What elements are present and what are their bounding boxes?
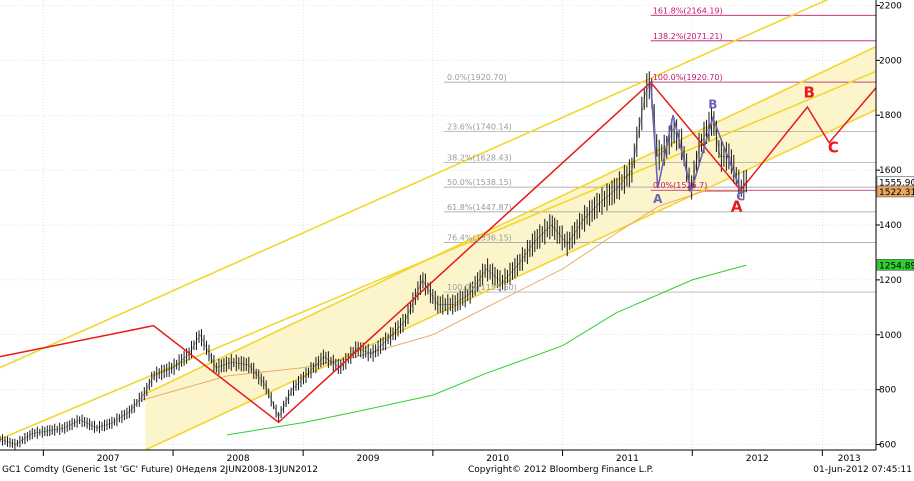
price-tag-box [876, 185, 914, 198]
x-tick-label: 2011 [616, 454, 639, 464]
y-tick-label: 1800 [879, 111, 902, 121]
fib-label-up: 138.2%(2071.21) [653, 32, 723, 41]
price-tag-label: 1555.90 [879, 179, 914, 189]
x-tick-label: 2009 [357, 454, 380, 464]
moving-average-slow [227, 264, 747, 436]
wave-abc-small [649, 82, 742, 195]
wave-label-big: A [731, 197, 743, 215]
wave-label-small: A [653, 192, 663, 206]
footer-center: Copyright© 2012 Bloomberg Finance L.P. [468, 465, 653, 475]
moving-average-fast [140, 191, 747, 402]
y-tick-label: 1400 [879, 221, 902, 231]
fib-label-up: 100.0%(1920.70) [653, 73, 723, 82]
fib-label-up: 161.8%(2164.19) [653, 6, 723, 15]
moving-averages [140, 191, 747, 436]
wave-label-small: C [736, 189, 745, 203]
fib-label-down: 0.0%(1920.70) [447, 73, 507, 82]
x-tick-label: 2008 [227, 454, 250, 464]
fib-label-down: 76.4%(1336.15) [447, 234, 512, 243]
y-tick-label: 1200 [879, 276, 902, 286]
fib-label-down: 23.6%(1740.14) [447, 123, 512, 132]
y-tick-label: 800 [879, 386, 896, 396]
price-tag-box [876, 259, 914, 271]
x-tick-label: 2013 [838, 454, 861, 464]
wave-zigzag [0, 81, 876, 424]
fib-label-down: 50.0%(1538.15) [447, 178, 512, 187]
y-axis: 600 800 1000 1200 1400 1600 1800 2000 2200 [876, 1, 902, 451]
fib-label-down: 100.0%(1155.60) [447, 283, 517, 292]
x-axis: 2007 2008 2009 2010 2011 2012 2013 [42, 450, 861, 464]
y-tick-label: 1000 [879, 331, 902, 341]
wave-label-big: C [828, 138, 839, 156]
price-tag-label: 1254.89 [879, 261, 914, 271]
footer-right: 01-Jun-2012 07:45:11 [813, 465, 912, 475]
x-tick-label: 2007 [97, 454, 120, 464]
wave-label-big: B [803, 83, 814, 101]
wave-lines [0, 81, 876, 424]
y-tick-label: 600 [879, 441, 896, 451]
fib-label-down: 61.8%(1447.87) [447, 203, 512, 212]
fibonacci-labels: 0.0%(1920.70) 23.6%(1740.14) 38.2%(1628.43… [447, 6, 723, 292]
x-tick-label: 2010 [486, 454, 509, 464]
channel-line [145, 109, 876, 450]
fib-label-up: 0.0%(1526.7) [653, 181, 708, 190]
channel-line [0, 0, 829, 369]
y-tick-label: 1600 [879, 166, 902, 176]
y-tick-label: 2200 [879, 1, 902, 11]
x-tick-label: 2012 [746, 454, 769, 464]
wave-label-small: B [708, 97, 717, 111]
y-tick-label: 2000 [879, 56, 902, 66]
price-tag-label: 1522.31 [879, 188, 914, 198]
channel-lines [0, 0, 876, 450]
channel-line [145, 45, 876, 395]
footer-left: GC1 Comdty (Generic 1st 'GC' Future) 0Не… [2, 465, 318, 475]
fib-label-down: 38.2%(1628.43) [447, 153, 512, 162]
